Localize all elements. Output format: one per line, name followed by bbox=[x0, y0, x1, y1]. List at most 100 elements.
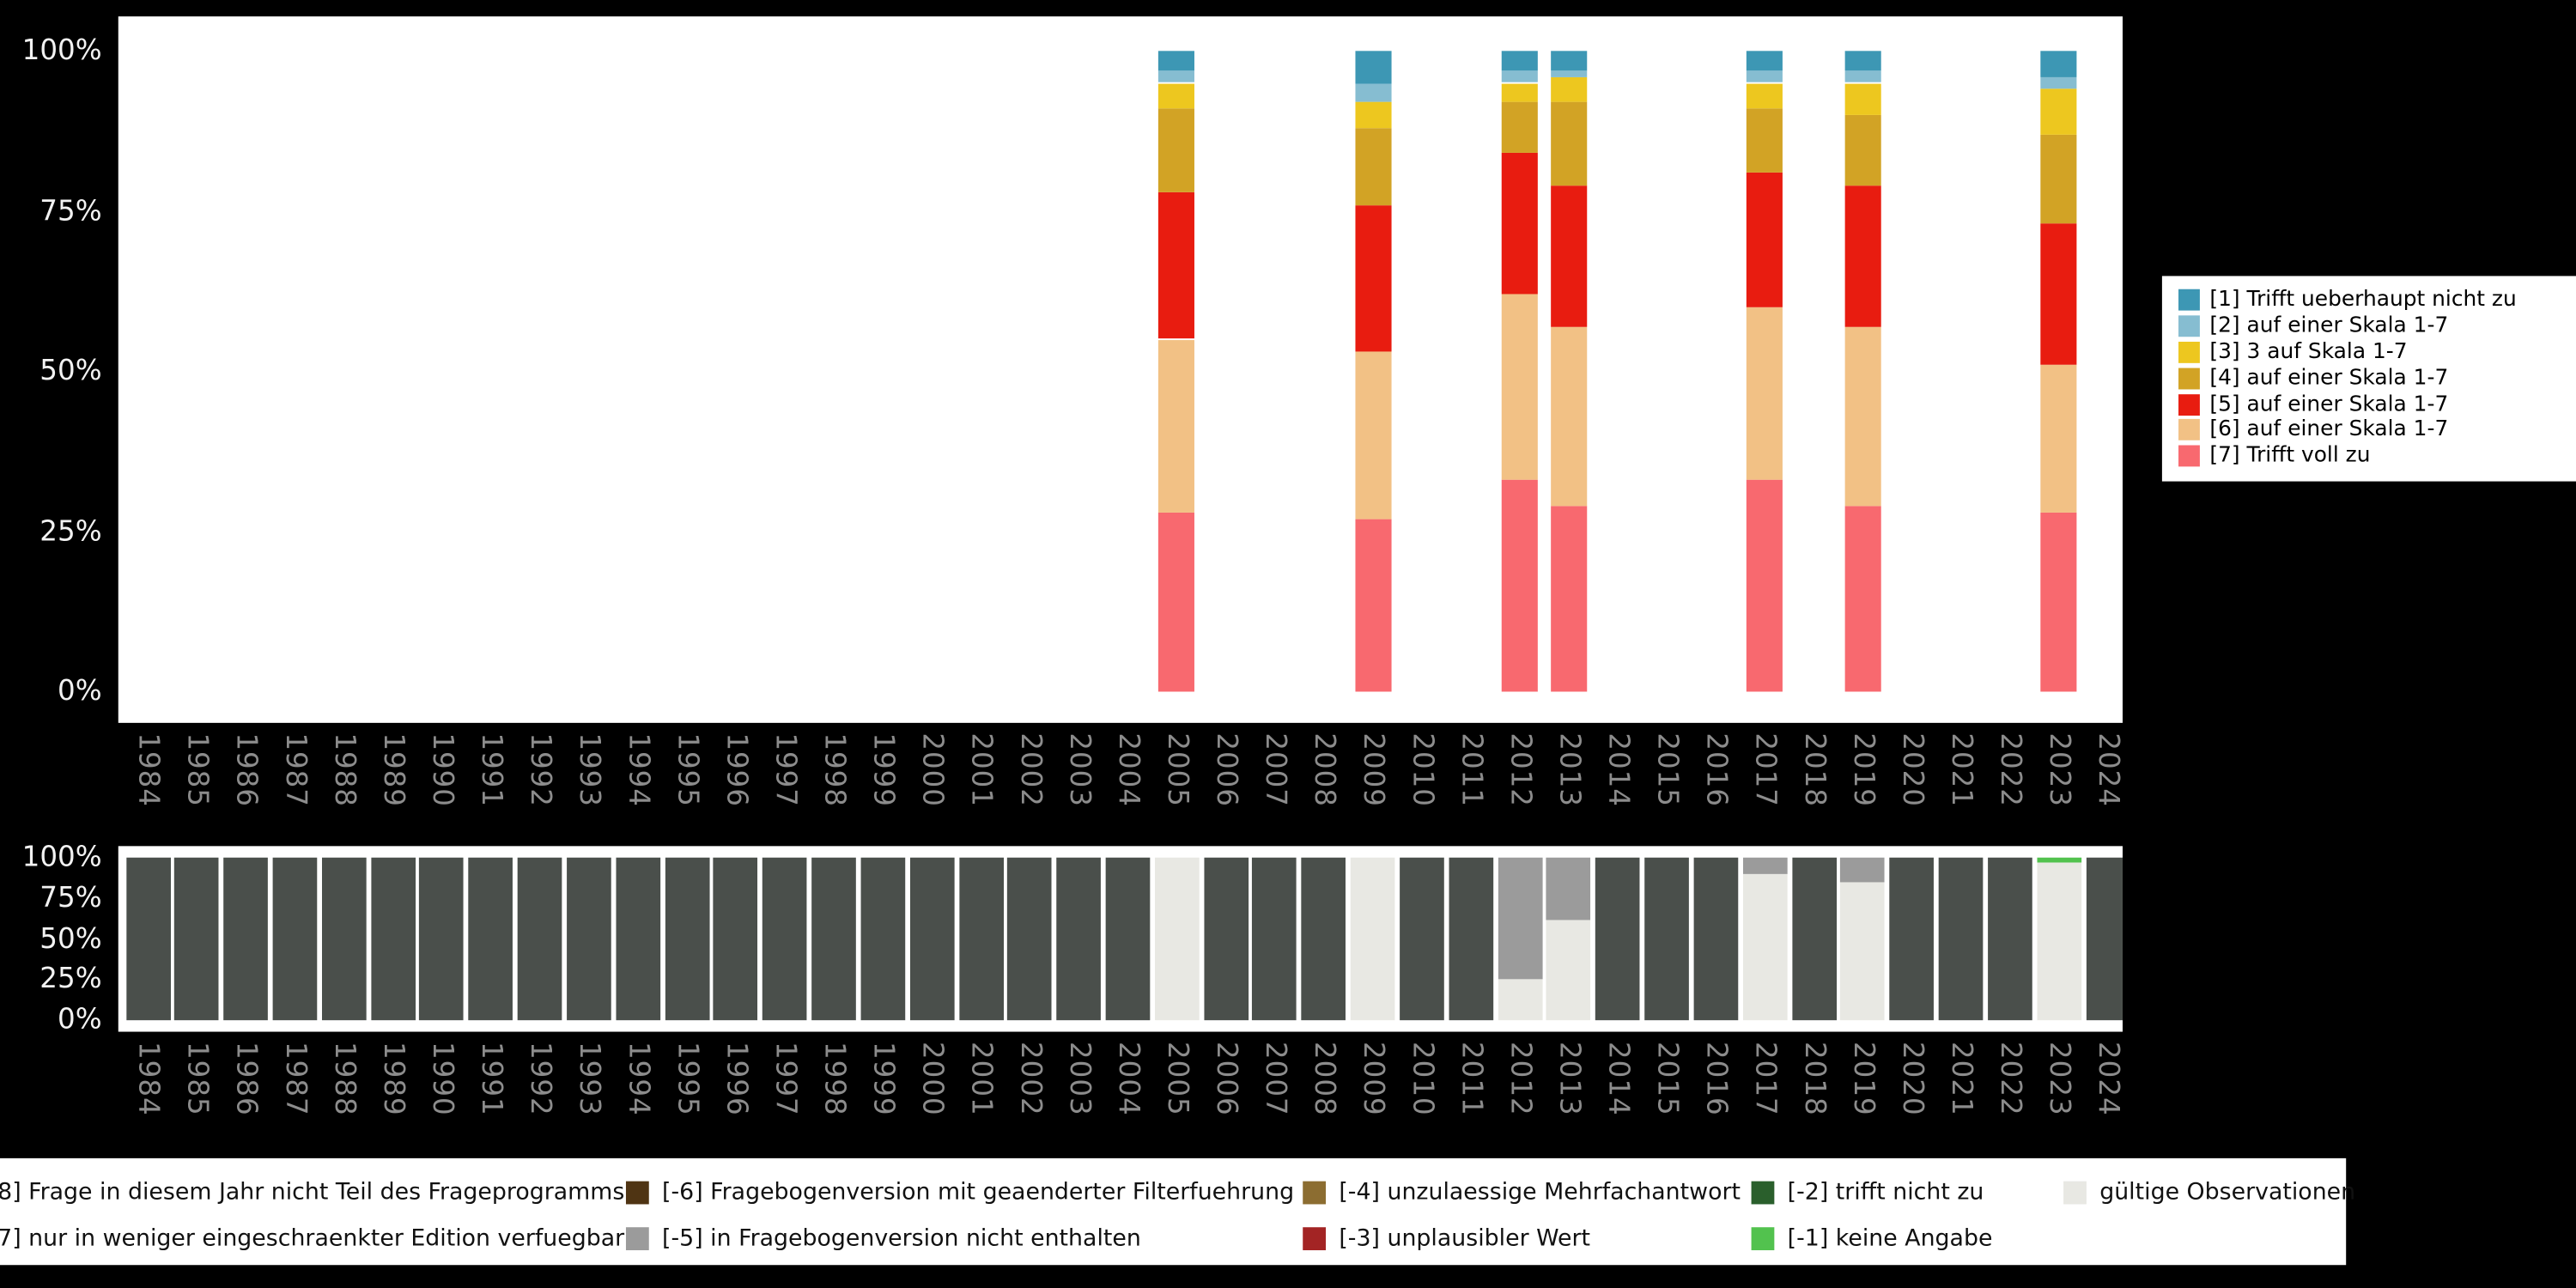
bar-segment bbox=[1056, 857, 1102, 1021]
x-axis-year-label: 2000 bbox=[915, 1042, 949, 1116]
bar-segment bbox=[860, 857, 905, 1021]
legend-label: [3] 3 auf Skala 1-7 bbox=[2209, 340, 2408, 365]
x-axis-year-label: 2010 bbox=[1405, 732, 1438, 807]
x-axis-year-label: 1985 bbox=[180, 732, 214, 807]
legend-swatch-icon bbox=[1751, 1227, 1775, 1251]
bar-segment bbox=[909, 857, 955, 1021]
bar-segment bbox=[1354, 82, 1391, 102]
legend-label: [-6] Fragebogenversion mit geaenderter F… bbox=[662, 1179, 1295, 1206]
x-axis-year-label: 1997 bbox=[768, 1042, 802, 1116]
missing-legend: [-8] Frage in diesem Jahr nicht Teil des… bbox=[0, 1157, 2355, 1266]
bar-segment bbox=[1498, 979, 1542, 1021]
bar-segment bbox=[1354, 101, 1391, 128]
bar-segment bbox=[1354, 51, 1391, 83]
x-axis-year-label: 1992 bbox=[523, 732, 556, 807]
x-axis-year-label: 2012 bbox=[1503, 732, 1537, 807]
bar-segment bbox=[2040, 76, 2077, 90]
x-axis-year-label: 1993 bbox=[572, 1042, 605, 1116]
bar-segment bbox=[223, 857, 269, 1021]
bar-segment bbox=[1840, 882, 1886, 1021]
legend-label: [6] auf einer Skala 1-7 bbox=[2209, 417, 2449, 443]
bar-segment bbox=[1350, 857, 1395, 1021]
x-axis-year-label: 2002 bbox=[1013, 732, 1047, 807]
x-axis-year-label: 2007 bbox=[1258, 732, 1291, 807]
x-axis-year-label: 2013 bbox=[1552, 732, 1586, 807]
bar-segment bbox=[1354, 519, 1391, 692]
x-axis-year-label: 2009 bbox=[1356, 732, 1389, 807]
legend-label: [5] auf einer Skala 1-7 bbox=[2209, 392, 2449, 417]
x-axis-year-label: 2019 bbox=[1846, 1042, 1880, 1116]
missing-legend-item: [-2] trifft nicht zu bbox=[1751, 1178, 1984, 1207]
bar-segment bbox=[2040, 51, 2077, 77]
legend-item: [1] Trifft ueberhaupt nicht zu bbox=[2178, 288, 2576, 313]
bar-segment bbox=[1501, 294, 1539, 481]
x-axis-year-label: 2016 bbox=[1699, 732, 1733, 807]
bar-segment bbox=[811, 857, 856, 1021]
bar-segment bbox=[1154, 857, 1200, 1021]
legend-label: [-7] nur in weniger eingeschraenkter Edi… bbox=[0, 1225, 625, 1252]
bar-segment bbox=[1301, 857, 1346, 1021]
value-distribution-plot bbox=[118, 16, 2123, 723]
legend-swatch-icon bbox=[2178, 315, 2200, 337]
x-axis-year-label: 2002 bbox=[1013, 1042, 1047, 1116]
x-axis-year-label: 1988 bbox=[327, 1042, 361, 1116]
x-axis-year-label: 2001 bbox=[964, 1042, 998, 1116]
bar-segment bbox=[2040, 89, 2077, 135]
x-axis-year-label: 1991 bbox=[474, 732, 507, 807]
bar-segment bbox=[1550, 70, 1588, 77]
bar-segment bbox=[1747, 480, 1783, 692]
y-axis-tick-label: 75% bbox=[39, 194, 102, 228]
bar-segment bbox=[1158, 82, 1195, 109]
bar-segment bbox=[1747, 307, 1783, 481]
bar-segment bbox=[1354, 352, 1391, 519]
bar-segment bbox=[1158, 51, 1195, 70]
x-axis-year-label: 1986 bbox=[229, 1042, 263, 1116]
bar-segment bbox=[1354, 204, 1391, 352]
bar-segment bbox=[1844, 51, 1881, 70]
x-axis-year-label: 2011 bbox=[1454, 1042, 1488, 1116]
bar-segment bbox=[1550, 185, 1588, 327]
bar-segment bbox=[1747, 173, 1783, 307]
y-axis-tick-label: 75% bbox=[39, 881, 102, 915]
bar-segment bbox=[1550, 76, 1588, 102]
bar-segment bbox=[370, 857, 416, 1021]
bar-segment bbox=[2040, 134, 2077, 224]
y-axis-tick-label: 0% bbox=[57, 675, 102, 708]
legend-label: [-4] unzulaessige Mehrfachantwort bbox=[1339, 1179, 1741, 1206]
x-axis-year-label: 2023 bbox=[2042, 732, 2075, 807]
x-axis-year-label: 2015 bbox=[1650, 1042, 1684, 1116]
missing-legend-item: [-4] unzulaessige Mehrfachantwort bbox=[1303, 1178, 1741, 1207]
x-axis-year-label: 2021 bbox=[1944, 732, 1978, 807]
x-axis-year-label: 2001 bbox=[964, 732, 998, 807]
x-axis-year-label: 1997 bbox=[768, 732, 802, 807]
bar-segment bbox=[665, 857, 709, 1021]
bar-segment bbox=[1844, 185, 1881, 327]
x-axis-year-label: 1995 bbox=[670, 1042, 704, 1116]
x-axis-year-label: 2006 bbox=[1209, 732, 1242, 807]
x-axis-year-label: 2020 bbox=[1895, 732, 1929, 807]
bar-segment bbox=[1550, 506, 1588, 692]
x-axis-year-label: 1996 bbox=[719, 1042, 753, 1116]
bar-segment bbox=[1987, 857, 2032, 1021]
y-axis-tick-label: 25% bbox=[39, 963, 102, 996]
x-axis-year-label: 2014 bbox=[1601, 732, 1635, 807]
legend-item: [6] auf einer Skala 1-7 bbox=[2178, 417, 2576, 443]
bar-segment bbox=[419, 857, 465, 1021]
x-axis-year-label: 1991 bbox=[474, 1042, 507, 1116]
x-axis-year-label: 2018 bbox=[1797, 1042, 1831, 1116]
legend-swatch-icon bbox=[2178, 419, 2200, 441]
bar-segment bbox=[1252, 857, 1297, 1021]
value-legend: [1] Trifft ueberhaupt nicht zu [2] auf ei… bbox=[2161, 276, 2576, 481]
legend-swatch-icon bbox=[625, 1181, 649, 1205]
bar-segment bbox=[1742, 857, 1788, 874]
y-axis-tick-label: 0% bbox=[57, 1004, 102, 1037]
legend-swatch-icon bbox=[1751, 1181, 1775, 1205]
legend-label: [-3] unplausibler Wert bbox=[1339, 1225, 1591, 1252]
bar-segment bbox=[1158, 108, 1195, 192]
x-axis-year-label: 2023 bbox=[2042, 1042, 2075, 1116]
bar-segment bbox=[1693, 857, 1739, 1021]
x-axis-year-label: 2024 bbox=[2091, 732, 2124, 807]
x-axis-year-label: 2004 bbox=[1111, 1042, 1145, 1116]
legend-item: [5] auf einer Skala 1-7 bbox=[2178, 392, 2576, 417]
